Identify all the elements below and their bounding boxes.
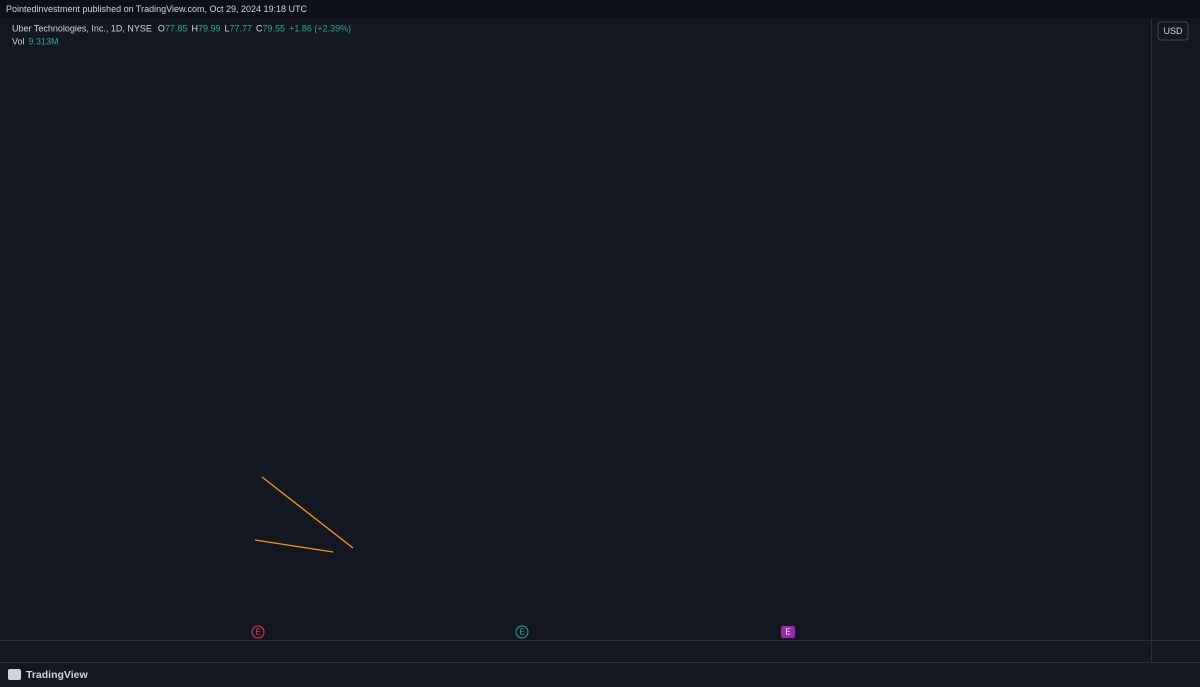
high-value: 79.99 <box>198 24 221 34</box>
trend-line <box>261 476 354 549</box>
close-value: 79.55 <box>263 24 286 34</box>
brand-name: TradingView <box>26 669 88 681</box>
close-key: C <box>256 24 263 34</box>
currency-button[interactable] <box>1157 21 1189 41</box>
low-value: 77.77 <box>230 24 253 34</box>
symbol: Uber Technologies, Inc., 1D, NYSE <box>12 24 152 34</box>
legend-volume: Vol 9.313M <box>12 37 59 47</box>
open-key: O <box>158 24 165 34</box>
legend-symbol: Uber Technologies, Inc., 1D, NYSE O77.85 H… <box>12 24 351 34</box>
footer: TradingView <box>8 669 88 681</box>
change: +1.86 (+2.39%) <box>289 24 351 34</box>
low-key: L <box>224 24 229 34</box>
vol-key: Vol <box>12 37 25 47</box>
currency-label: USD <box>1163 26 1183 36</box>
earnings-label: E <box>519 628 524 637</box>
earnings-badge[interactable] <box>781 626 795 638</box>
brand-logo <box>8 669 21 680</box>
earnings-markers: E E E <box>251 625 795 639</box>
vol-value: 9.313M <box>29 37 59 47</box>
publish-bar <box>0 0 1200 18</box>
legend: Uber Technologies, Inc., 1D, NYSE O77.85 H… <box>12 24 351 47</box>
triangle-pattern <box>254 476 354 553</box>
open-value: 77.85 <box>165 24 188 34</box>
earnings-badge[interactable] <box>251 625 265 639</box>
trend-line <box>254 539 334 553</box>
high-key: H <box>191 24 198 34</box>
earnings-badge[interactable] <box>515 625 529 639</box>
earnings-label: E <box>785 628 790 637</box>
publish-text: Pointedinvestment published on TradingVi… <box>6 4 308 14</box>
earnings-label: E <box>255 628 260 637</box>
